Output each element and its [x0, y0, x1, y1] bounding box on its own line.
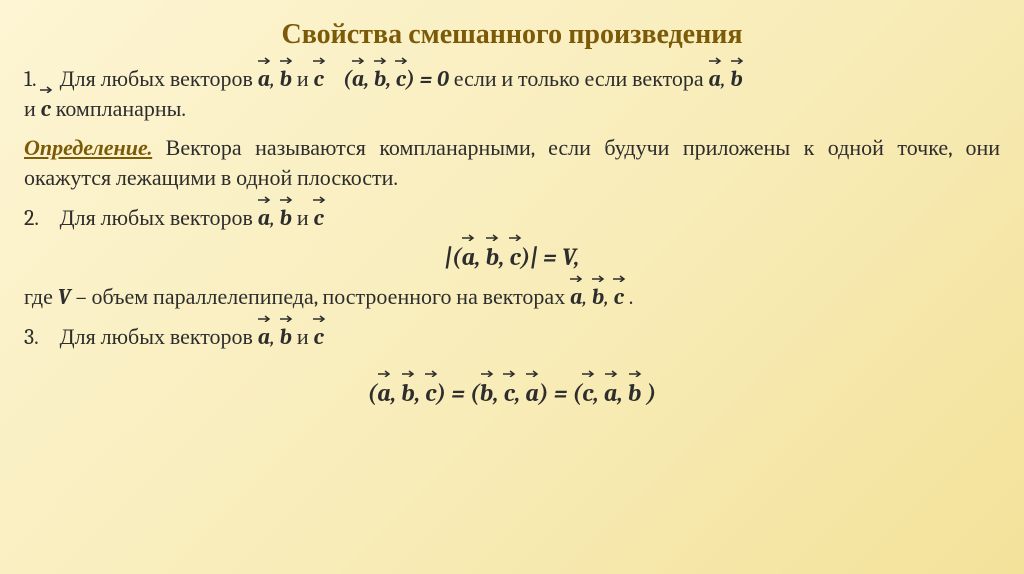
triple-product-eq-zero: (a, b, c) = 0: [343, 66, 454, 92]
property-2: 2. Для любых векторов a, b и c: [24, 204, 1000, 234]
formula-abs-triple-eq-v: |(a, b, c)| = V,: [24, 243, 1000, 271]
property-3: 3. Для любых векторов a, b и c: [24, 323, 1000, 353]
p3-and: и: [297, 324, 314, 350]
p1-text-pre: Для любых векторов: [60, 66, 258, 92]
vec-c: c: [313, 65, 323, 95]
p3-text-pre: Для любых векторов: [60, 324, 258, 350]
p1-and: и: [297, 66, 314, 92]
vec-c-2: c: [41, 95, 51, 125]
formula-cyclic-equality: (a, b, c) = (b, c, a) = (c, a, b ): [24, 379, 1000, 407]
p1-line2: компланарны.: [56, 96, 186, 122]
volume-v: V: [58, 284, 71, 310]
vec-c-5: c: [313, 323, 323, 353]
vec-a: a: [258, 65, 270, 95]
vec-b: b: [280, 65, 292, 95]
p2-text-pre: Для любых векторов: [60, 205, 258, 231]
p2-dot: .: [629, 284, 634, 310]
definition-label: Определение.: [24, 135, 152, 161]
vec-b-2: b: [730, 65, 742, 95]
p1-and-2: и: [24, 96, 41, 122]
property-2-after: где V – объем параллелепипеда, построенн…: [24, 283, 1000, 313]
property-1: 1. Для любых векторов a, b и c (a, b, c)…: [24, 65, 1000, 124]
p2-after-pre: где: [24, 284, 58, 310]
vec-c-3: c: [313, 204, 323, 234]
vec-a-3: a: [258, 204, 270, 234]
p2-after-post: – объем параллелепипеда, построенного на…: [71, 284, 570, 310]
list-number-3: 3.: [24, 323, 55, 353]
list-number-2: 2.: [24, 204, 55, 234]
vec-b-5: b: [280, 323, 292, 353]
page-title: Свойства смешанного произведения: [24, 18, 1000, 51]
definition: Определение. Вектора называются комплана…: [24, 134, 1000, 193]
vec-c-4: c: [614, 283, 624, 313]
vec-b-3: b: [280, 204, 292, 234]
definition-text: Вектора называются компланарными, если б…: [24, 135, 1000, 191]
p2-and: и: [297, 205, 314, 231]
vec-a-4: a: [570, 283, 582, 313]
vec-b-4: b: [592, 283, 604, 313]
p1-text-post: если и только если вектора: [454, 66, 709, 92]
vec-a-5: a: [258, 323, 270, 353]
vec-a-2: a: [709, 65, 721, 95]
